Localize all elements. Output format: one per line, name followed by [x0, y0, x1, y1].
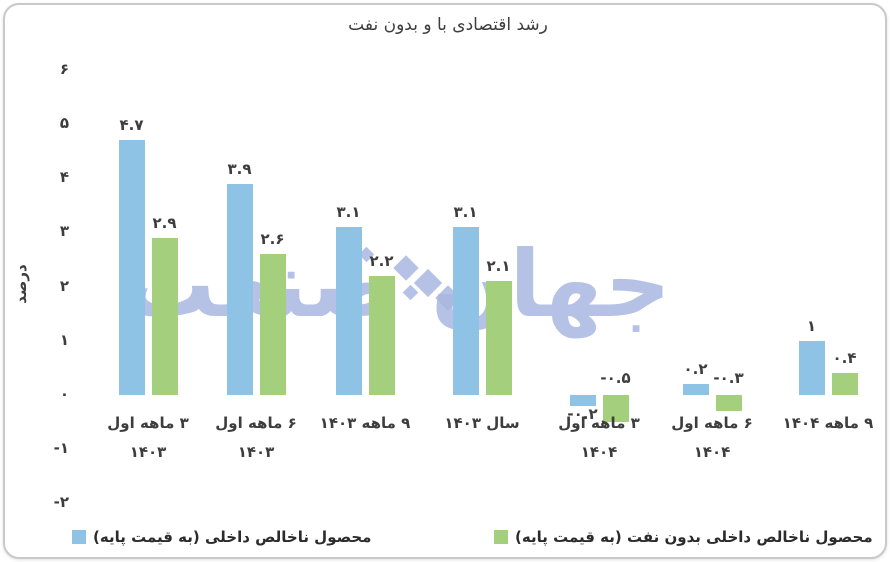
y-tick-label: ۵ [59, 114, 69, 132]
bar-gdp [335, 226, 362, 395]
category-label: ۹ ماهه ۱۴۰۴ [770, 409, 885, 438]
bar-non-oil-gdp [259, 254, 286, 395]
category-line: ۱۴۰۴ [693, 443, 731, 461]
bar-non-oil-gdp [715, 395, 742, 412]
legend-swatch-blue [72, 530, 86, 544]
legend-label: محصول ناخالص داخلی بدون نفت (به قیمت پای… [515, 528, 873, 546]
bar-non-oil-gdp [151, 237, 178, 395]
legend-item-gdp: محصول ناخالص داخلی (به قیمت پایه) [72, 528, 371, 546]
chart-title: رشد اقتصادی با و بدون نفت [348, 15, 548, 35]
value-label: ۰.۲ [683, 360, 708, 379]
y-tick-label: ۱ [59, 330, 69, 349]
category-label: ۶ ماهه اول ۱۴۰۳ [198, 409, 314, 467]
watermark-text: جهان صنعت [123, 231, 671, 338]
category-label: سال ۱۴۰۳ [424, 409, 540, 438]
category-label: ۶ ماهه اول ۱۴۰۴ [654, 409, 770, 467]
value-label: -۰.۲ [567, 404, 598, 423]
category-line: ۶ ماهه اول [215, 414, 297, 432]
bar-gdp [682, 384, 709, 395]
category-label: ۳ ماهه اول ۱۴۰۴ [541, 409, 657, 467]
category-label: ۹ ماهه ۱۴۰۳ [307, 409, 423, 438]
bar-gdp [118, 140, 145, 395]
category-line: ۱۴۰۳ [237, 443, 275, 461]
value-label: ۲.۲ [369, 251, 394, 270]
y-tick-label: -۲ [53, 493, 69, 512]
legend-item-non-oil-gdp: محصول ناخالص داخلی بدون نفت (به قیمت پای… [494, 528, 873, 546]
bar-gdp [569, 395, 596, 406]
legend-swatch-green [494, 530, 508, 544]
value-label: ۰.۴ [832, 349, 857, 368]
legend-label: محصول ناخالص داخلی (به قیمت پایه) [93, 528, 372, 546]
value-label: ۳.۱ [336, 202, 361, 221]
bar-non-oil-gdp [485, 281, 512, 395]
bar-non-oil-gdp [831, 373, 858, 395]
value-label: ۳.۱ [453, 202, 478, 221]
value-label: ۱ [806, 316, 817, 335]
category-line: ۹ ماهه ۱۴۰۳ [319, 414, 411, 432]
bar-gdp [452, 226, 479, 395]
y-tick-label: ۶ [59, 59, 69, 78]
y-tick-label: ۳ [59, 222, 69, 241]
value-label: ۲.۶ [260, 230, 285, 249]
bar-gdp [798, 340, 825, 395]
y-tick-label: ۲ [59, 276, 69, 295]
category-line: ۱۴۰۳ [129, 443, 167, 461]
category-line: ۹ ماهه ۱۴۰۴ [782, 414, 874, 432]
y-tick-label: ۴ [59, 168, 69, 187]
category-line: سال ۱۴۰۳ [444, 414, 520, 432]
y-axis-title: درصد [12, 264, 30, 304]
value-label: ۲.۹ [152, 213, 177, 232]
category-line: ۳ ماهه اول [107, 414, 189, 432]
category-line: ۶ ماهه اول [671, 414, 753, 432]
y-tick-label: ۰ [59, 385, 69, 403]
plot-area: رشد اقتصادی با و بدون نفت درصد جهان صنعت… [5, 5, 885, 553]
bar-non-oil-gdp [602, 395, 629, 423]
category-line: ۳ ماهه اول [558, 414, 640, 432]
value-label: -۰.۵ [600, 369, 631, 387]
category-label: ۳ ماهه اول ۱۴۰۳ [90, 409, 206, 467]
value-label: -۰.۳ [713, 369, 744, 387]
category-line: ۱۴۰۴ [580, 443, 618, 461]
bar-non-oil-gdp [368, 275, 395, 395]
value-label: ۳.۹ [227, 159, 252, 178]
value-label: ۲.۱ [486, 257, 511, 276]
value-label: ۴.۷ [119, 116, 144, 135]
bar-gdp [226, 183, 253, 395]
chart-frame: رشد اقتصادی با و بدون نفت درصد جهان صنعت… [3, 3, 887, 559]
y-tick-label: -۱ [53, 439, 69, 458]
